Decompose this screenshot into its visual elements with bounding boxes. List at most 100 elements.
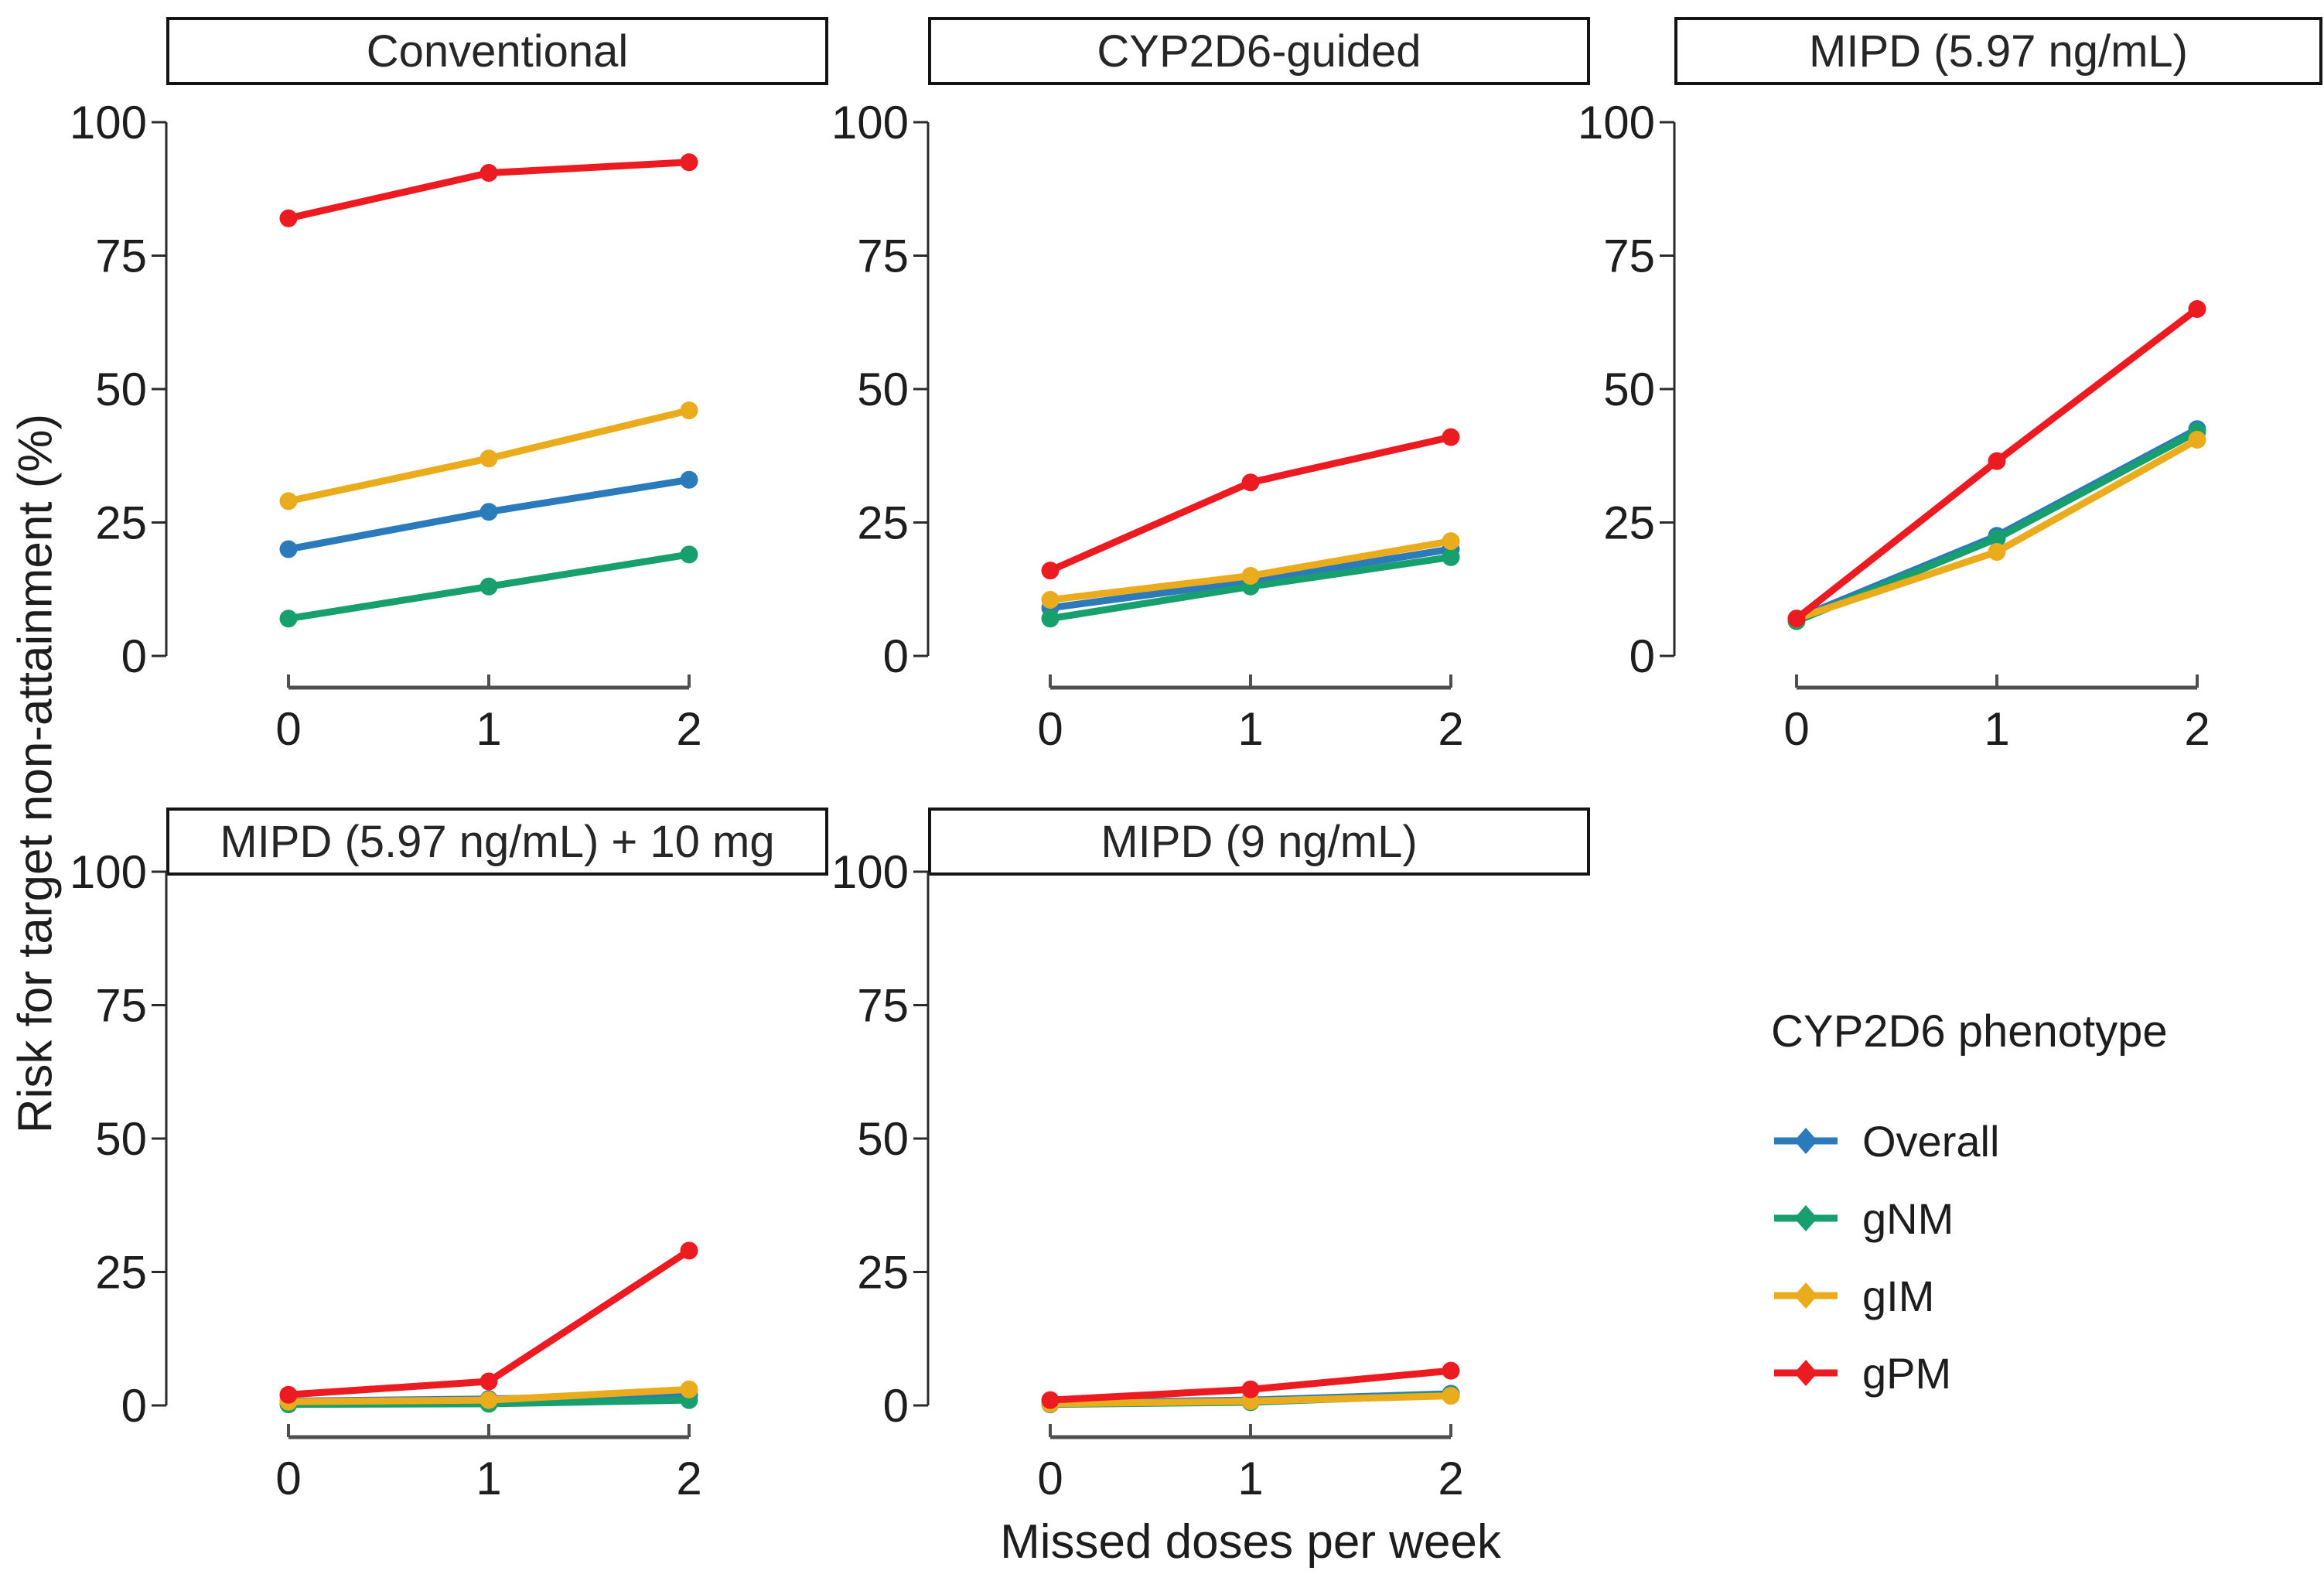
line-diamond-key-icon <box>1774 1205 1838 1231</box>
strip-title-text: Conventional <box>366 26 629 77</box>
data-point-gim <box>479 449 498 468</box>
y-tick-label: 75 <box>1603 230 1655 282</box>
x-tick-label: 2 <box>1438 1453 1463 1504</box>
y-tick-label: 75 <box>95 230 147 282</box>
legend-entry-label: gNM <box>1862 1193 1954 1243</box>
data-point-gnm <box>479 577 498 596</box>
x-tick-label: 1 <box>1237 703 1263 755</box>
y-tick-label: 75 <box>95 980 147 1032</box>
y-tick-label: 100 <box>1578 97 1655 149</box>
data-point-gpm <box>1442 1361 1460 1380</box>
line-diamond-key-icon <box>1774 1360 1838 1386</box>
data-point-gpm <box>1041 562 1060 580</box>
legend-entry-gim: gIM <box>1771 1257 2274 1334</box>
legend-entry-label: gPM <box>1862 1348 1952 1398</box>
y-tick-label: 0 <box>883 1380 909 1432</box>
y-tick-label: 50 <box>1603 364 1655 415</box>
data-point-gpm <box>1988 452 2006 470</box>
strip-cyp2d6-guided: CYP2D6-guided <box>928 17 1590 85</box>
x-tick-label: 0 <box>1783 703 1809 755</box>
x-tick-label: 0 <box>275 703 301 755</box>
y-tick-label: 0 <box>121 630 147 682</box>
line-diamond-key-icon <box>1774 1128 1838 1154</box>
x-tick-label: 0 <box>275 1453 301 1504</box>
y-tick-label: 25 <box>95 497 147 549</box>
data-point-gim <box>279 492 298 510</box>
strip-title-text: CYP2D6-guided <box>1097 26 1421 77</box>
y-axis-title: Risk for target non-attainment (%) <box>9 413 63 1134</box>
y-tick-label: 0 <box>121 1380 147 1432</box>
data-point-gpm <box>479 164 498 183</box>
y-tick-label: 50 <box>857 1113 909 1165</box>
data-point-gnm <box>680 545 698 564</box>
x-tick-label: 2 <box>2184 703 2210 755</box>
x-tick-label: 2 <box>1438 703 1463 755</box>
strip-mipd-597: MIPD (5.97 ng/mL) <box>1674 17 2322 85</box>
data-point-gnm <box>1988 529 2006 548</box>
y-tick-label: 25 <box>1603 497 1655 549</box>
y-tick-label: 0 <box>883 630 909 682</box>
x-tick-label: 1 <box>1984 703 2009 755</box>
data-point-gpm <box>680 153 698 172</box>
data-point-gpm <box>1241 1380 1260 1398</box>
x-tick-label: 1 <box>1237 1453 1263 1504</box>
y-tick-label: 25 <box>857 497 909 549</box>
data-point-gim <box>1241 567 1260 585</box>
legend-entry-overall: Overall <box>1771 1102 2274 1180</box>
data-point-gnm <box>1442 548 1460 566</box>
y-tick-label: 100 <box>831 846 909 898</box>
data-point-gim <box>1988 542 2006 561</box>
y-tick-label: 0 <box>1630 630 1655 682</box>
legend-title: CYP2D6 phenotype <box>1771 1006 2168 1057</box>
data-point-gim <box>680 1380 698 1398</box>
y-tick-label: 75 <box>857 980 909 1032</box>
x-tick-label: 0 <box>1037 703 1063 755</box>
data-point-gpm <box>279 1385 298 1404</box>
data-point-gpm <box>1442 428 1460 446</box>
y-tick-label: 50 <box>857 364 909 415</box>
y-tick-label: 50 <box>95 1113 147 1165</box>
data-point-gim <box>1041 591 1060 610</box>
data-point-gpm <box>2188 300 2206 318</box>
legend: CYP2D6 phenotype Overall gNM gIM <box>1771 1006 2274 1412</box>
panel-plot-mipd-597-10mg: 0 25 50 75 100 0 1 2 <box>70 846 702 1504</box>
data-point-gim <box>1442 532 1460 551</box>
y-tick-label: 100 <box>831 97 909 149</box>
y-tick-label: 50 <box>95 364 147 415</box>
x-tick-label: 1 <box>476 1453 501 1504</box>
data-point-gim <box>2188 431 2206 449</box>
y-tick-label: 75 <box>857 230 909 282</box>
data-point-gim <box>680 401 698 420</box>
x-tick-label: 1 <box>476 703 501 755</box>
data-point-gpm <box>680 1241 698 1260</box>
strip-mipd-9: MIPD (9 ng/mL) <box>928 808 1590 876</box>
panel-plot-mipd-9: 0 25 50 75 100 0 1 2 <box>831 846 1464 1504</box>
data-point-overall <box>279 540 298 558</box>
x-tick-label: 2 <box>676 703 701 755</box>
data-point-gnm <box>279 610 298 628</box>
data-point-gpm <box>1787 610 1806 628</box>
data-point-overall <box>680 470 698 489</box>
y-tick-label: 25 <box>95 1247 147 1299</box>
data-point-gim <box>479 1391 498 1409</box>
data-point-gnm <box>1041 610 1060 628</box>
y-tick-label: 100 <box>70 97 147 149</box>
strip-mipd-597-10mg: MIPD (5.97 ng/mL) + 10 mg <box>166 808 828 876</box>
y-tick-label: 25 <box>857 1247 909 1299</box>
legend-entry-label: gIM <box>1862 1271 1935 1320</box>
data-point-gpm <box>1041 1391 1060 1409</box>
data-point-gpm <box>479 1372 498 1391</box>
data-point-gim <box>1442 1387 1460 1405</box>
data-point-gpm <box>279 209 298 227</box>
data-point-overall <box>479 503 498 521</box>
strip-conventional: Conventional <box>166 17 828 85</box>
legend-entry-gpm: gPM <box>1771 1334 2274 1412</box>
line-diamond-key-icon <box>1774 1282 1838 1309</box>
legend-entry-label: Overall <box>1862 1116 2000 1166</box>
y-tick-label: 100 <box>70 846 147 898</box>
x-axis-title: Missed doses per week <box>1000 1515 1501 1569</box>
panel-plot-conventional: 0 25 50 75 100 0 1 2 <box>70 97 702 755</box>
strip-title-text: MIPD (9 ng/mL) <box>1101 816 1418 867</box>
data-point-gpm <box>1241 473 1260 492</box>
